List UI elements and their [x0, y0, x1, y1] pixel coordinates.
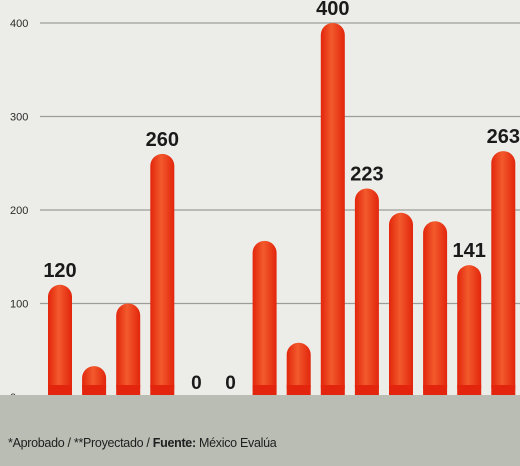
bar-2013 [48, 284, 72, 399]
footnote-source-label: Fuente: [152, 436, 196, 450]
footnote: *Aprobado / **Proyectado / Fuente: Méxic… [8, 436, 277, 450]
bar-20 [286, 342, 311, 399]
data-label: 223 [350, 163, 383, 185]
bar-25* [457, 265, 482, 399]
bar-26** [491, 151, 516, 399]
y-tick-label: 300 [10, 112, 28, 124]
bar-15 [116, 303, 141, 399]
y-tick-label: 100 [10, 299, 28, 311]
footer-band [0, 395, 520, 466]
bar-21 [320, 23, 345, 399]
bar-23 [389, 212, 413, 399]
bar-24 [423, 221, 448, 399]
footnote-source: México Evalúa [195, 436, 277, 450]
bar-19 [252, 240, 277, 399]
bar-16 [150, 153, 175, 399]
bar-22 [354, 188, 379, 399]
y-tick-label: 200 [10, 205, 28, 217]
y-tick-label: 400 [10, 18, 28, 30]
data-label: 263 [487, 126, 520, 148]
data-label: 0 [191, 373, 202, 394]
footnote-notes: *Aprobado / **Proyectado / [8, 436, 153, 450]
data-label: 400 [316, 0, 349, 20]
data-label: 120 [43, 260, 76, 282]
data-label: 141 [453, 240, 486, 262]
data-label: 0 [225, 373, 236, 394]
data-label: 260 [146, 129, 179, 151]
